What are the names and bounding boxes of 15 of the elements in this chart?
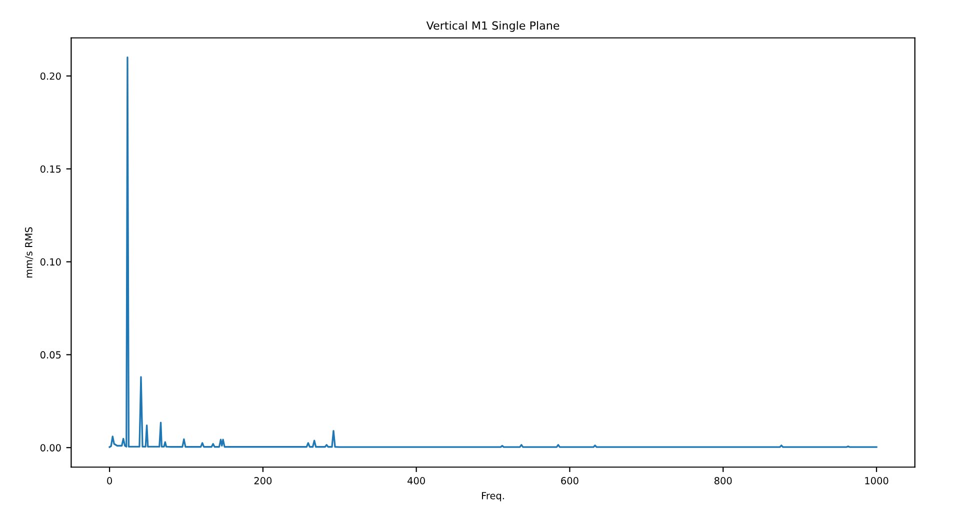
y-tick-label: 0.10 bbox=[40, 258, 61, 266]
x-axis-title: Freq. bbox=[482, 492, 504, 502]
chart-title: Vertical M1 Single Plane bbox=[426, 21, 560, 32]
x-tick-label: 800 bbox=[714, 477, 732, 484]
y-tick-label: 0.20 bbox=[40, 72, 61, 80]
x-tick-label: 1000 bbox=[865, 477, 888, 484]
x-tick-label: 0 bbox=[107, 477, 112, 484]
x-tick-label: 600 bbox=[561, 477, 578, 484]
y-tick-label: 0.15 bbox=[40, 165, 61, 173]
x-tick-label: 200 bbox=[254, 477, 272, 484]
y-tick-label: 0.00 bbox=[40, 444, 61, 452]
x-tick-label: 400 bbox=[408, 477, 425, 484]
line-series bbox=[108, 56, 878, 448]
y-axis-title: mm/s RMS bbox=[25, 227, 34, 278]
y-tick-label: 0.05 bbox=[40, 351, 61, 359]
